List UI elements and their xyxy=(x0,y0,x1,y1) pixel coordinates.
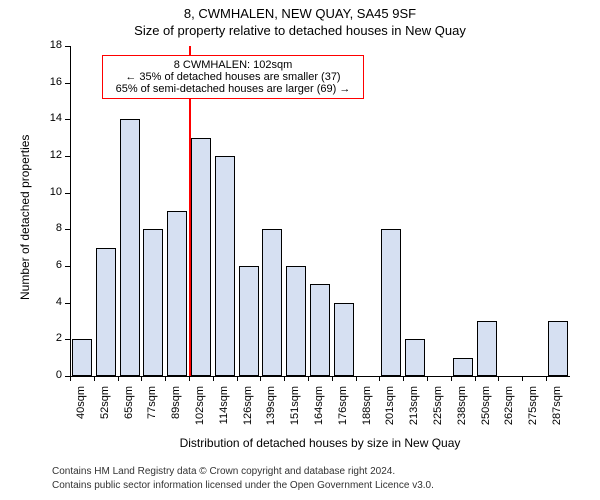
x-tick-label: 250sqm xyxy=(480,386,492,436)
footer-line-1: Contains HM Land Registry data © Crown c… xyxy=(52,466,395,477)
histogram-bar xyxy=(96,248,116,376)
x-tick-label: 262sqm xyxy=(503,386,515,436)
x-tick-label: 238sqm xyxy=(456,386,468,436)
y-axis-label: Number of detached properties xyxy=(18,135,32,300)
x-tick-label: 126sqm xyxy=(242,386,254,436)
title-subtitle: Size of property relative to detached ho… xyxy=(0,21,600,38)
histogram-bar xyxy=(286,266,306,376)
histogram-bar xyxy=(120,119,140,376)
histogram-bar xyxy=(215,156,235,376)
histogram-bar xyxy=(381,229,401,376)
x-tick-label: 114sqm xyxy=(218,386,230,436)
histogram-bar xyxy=(167,211,187,376)
x-tick-label: 102sqm xyxy=(194,386,206,436)
y-axis xyxy=(70,46,71,376)
x-tick-label: 40sqm xyxy=(75,386,87,436)
x-tick-label: 89sqm xyxy=(170,386,182,436)
x-tick-label: 77sqm xyxy=(146,386,158,436)
histogram-bar xyxy=(310,284,330,376)
x-tick-label: 188sqm xyxy=(361,386,373,436)
annotation-line-3: 65% of semi-detached houses are larger (… xyxy=(109,83,357,95)
x-tick-label: 151sqm xyxy=(289,386,301,436)
histogram-bar xyxy=(239,266,259,376)
y-tick-label: 12 xyxy=(40,149,62,161)
y-tick-label: 10 xyxy=(40,186,62,198)
x-tick-label: 65sqm xyxy=(123,386,135,436)
histogram-bar xyxy=(262,229,282,376)
x-tick-label: 275sqm xyxy=(527,386,539,436)
histogram-bar xyxy=(477,321,497,376)
annotation-box: 8 CWMHALEN: 102sqm ← 35% of detached hou… xyxy=(102,55,364,99)
y-tick-label: 2 xyxy=(40,332,62,344)
annotation-line-1: 8 CWMHALEN: 102sqm xyxy=(109,59,357,71)
x-axis xyxy=(70,376,570,377)
histogram-bar xyxy=(405,339,425,376)
histogram-bar xyxy=(72,339,92,376)
title-address: 8, CWMHALEN, NEW QUAY, SA45 9SF xyxy=(0,0,600,21)
y-tick-label: 4 xyxy=(40,296,62,308)
y-tick-label: 6 xyxy=(40,259,62,271)
y-tick-label: 0 xyxy=(40,369,62,381)
x-axis-label: Distribution of detached houses by size … xyxy=(70,436,570,450)
x-tick-label: 164sqm xyxy=(313,386,325,436)
x-tick-label: 139sqm xyxy=(265,386,277,436)
footer-line-2: Contains public sector information licen… xyxy=(52,480,434,491)
histogram-bar xyxy=(548,321,568,376)
y-tick-label: 18 xyxy=(40,39,62,51)
histogram-bar xyxy=(191,138,211,376)
x-tick-label: 225sqm xyxy=(432,386,444,436)
x-tick-label: 52sqm xyxy=(99,386,111,436)
y-tick-label: 14 xyxy=(40,112,62,124)
histogram-bar xyxy=(453,358,473,376)
histogram-bar xyxy=(143,229,163,376)
x-tick-label: 201sqm xyxy=(384,386,396,436)
annotation-line-2: ← 35% of detached houses are smaller (37… xyxy=(109,71,357,83)
y-tick-label: 8 xyxy=(40,222,62,234)
x-tick-label: 176sqm xyxy=(337,386,349,436)
x-tick-label: 287sqm xyxy=(551,386,563,436)
x-tick-label: 213sqm xyxy=(408,386,420,436)
y-tick-label: 16 xyxy=(40,76,62,88)
histogram-bar xyxy=(334,303,354,376)
